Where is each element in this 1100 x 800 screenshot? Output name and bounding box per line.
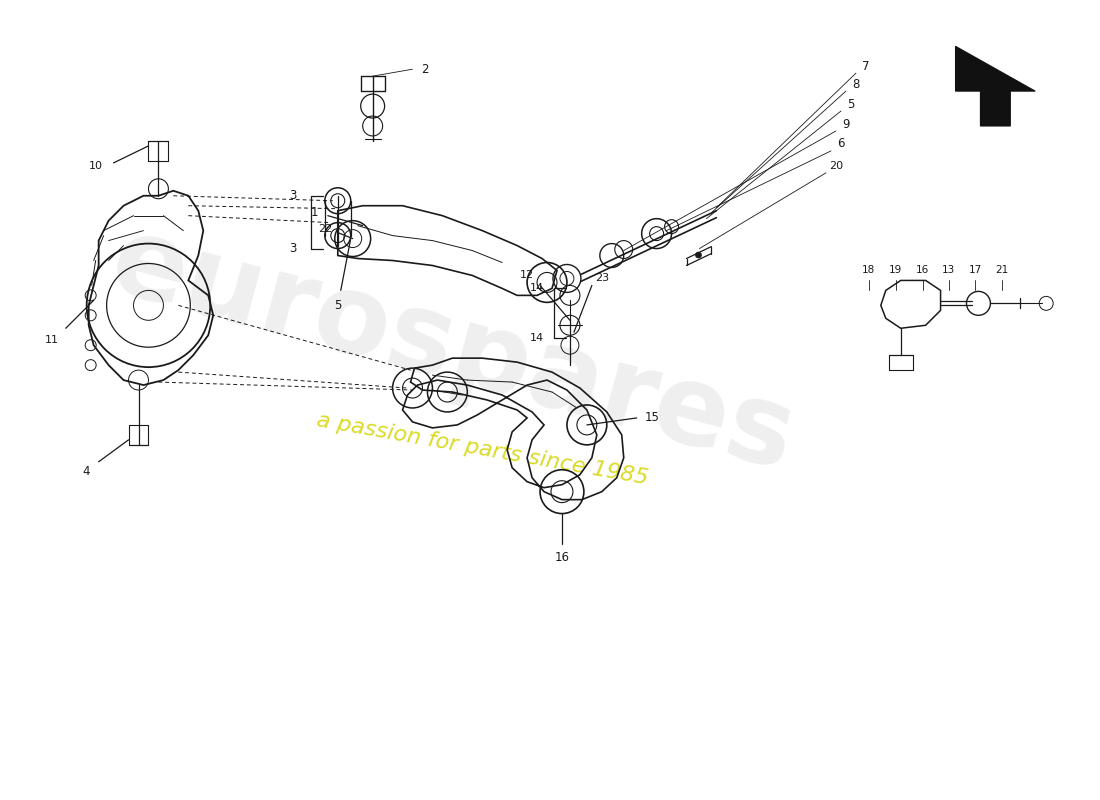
Text: 18: 18 xyxy=(862,266,876,275)
Text: 15: 15 xyxy=(645,411,659,425)
Polygon shape xyxy=(956,46,1035,126)
Text: 20: 20 xyxy=(829,161,843,171)
Text: 6: 6 xyxy=(837,138,845,150)
Text: 17: 17 xyxy=(969,266,982,275)
Text: 16: 16 xyxy=(916,266,930,275)
Text: 9: 9 xyxy=(843,118,849,130)
Text: 3: 3 xyxy=(289,190,297,202)
Text: 21: 21 xyxy=(996,266,1009,275)
Text: 19: 19 xyxy=(889,266,902,275)
Text: 13: 13 xyxy=(942,266,955,275)
Text: 22: 22 xyxy=(318,224,332,234)
Text: 14: 14 xyxy=(530,283,544,294)
Text: 7: 7 xyxy=(862,60,870,73)
Text: 11: 11 xyxy=(45,335,58,346)
Text: 10: 10 xyxy=(89,161,102,171)
Text: 23: 23 xyxy=(595,274,609,283)
Text: 14: 14 xyxy=(530,334,544,343)
Text: a passion for parts since 1985: a passion for parts since 1985 xyxy=(315,410,650,489)
Circle shape xyxy=(695,252,702,258)
Text: eurospares: eurospares xyxy=(99,207,805,493)
Text: 2: 2 xyxy=(420,62,428,76)
Text: 16: 16 xyxy=(554,551,570,564)
Text: 3: 3 xyxy=(289,242,297,255)
Text: 5: 5 xyxy=(847,98,855,110)
Text: 1: 1 xyxy=(311,206,319,219)
Text: 8: 8 xyxy=(852,78,859,90)
Text: 5: 5 xyxy=(334,299,341,312)
Text: 12: 12 xyxy=(520,270,535,281)
Text: 4: 4 xyxy=(82,466,89,478)
